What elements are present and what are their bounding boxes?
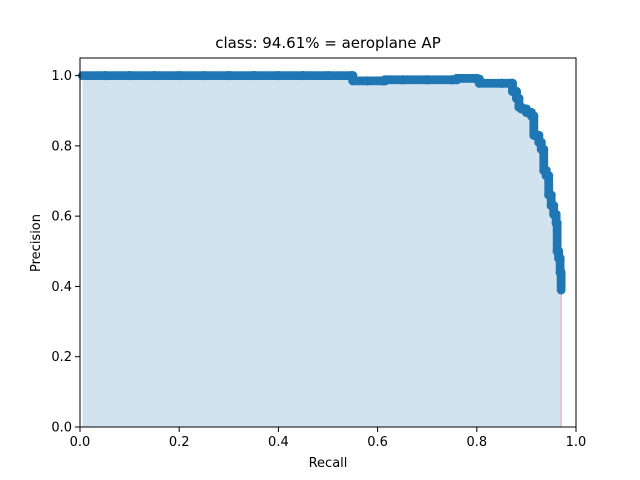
y-tick-label: 0.8 <box>51 139 72 154</box>
y-tick-label: 0.6 <box>51 210 72 225</box>
axes-frame <box>79 57 577 428</box>
chart-title: class: 94.61% = aeroplane AP <box>215 34 440 52</box>
x-axis-label: Recall <box>309 456 348 471</box>
x-tick-label: 1.0 <box>566 435 587 450</box>
x-tick-label: 0.4 <box>268 435 289 450</box>
y-tick-label: 0.0 <box>51 421 72 436</box>
y-axis-label: Precision <box>29 214 44 272</box>
y-tick-label: 0.2 <box>51 350 72 365</box>
y-tick-label: 1.0 <box>51 69 72 84</box>
x-tick-label: 0.2 <box>169 435 190 450</box>
x-tick-label: 0.8 <box>466 435 487 450</box>
y-tick-label: 0.4 <box>51 280 72 295</box>
plot-area <box>77 57 577 428</box>
x-tick-label: 0.0 <box>70 435 91 450</box>
x-tick-label: 0.6 <box>367 435 388 450</box>
x-axis-ticks: 0.0 0.2 0.4 0.6 0.8 1.0 <box>70 427 587 450</box>
data-point <box>556 285 566 295</box>
data-markers <box>77 71 566 295</box>
y-axis-ticks: 0.0 0.2 0.4 0.6 0.8 1.0 <box>51 69 80 436</box>
area-fill <box>82 75 562 428</box>
